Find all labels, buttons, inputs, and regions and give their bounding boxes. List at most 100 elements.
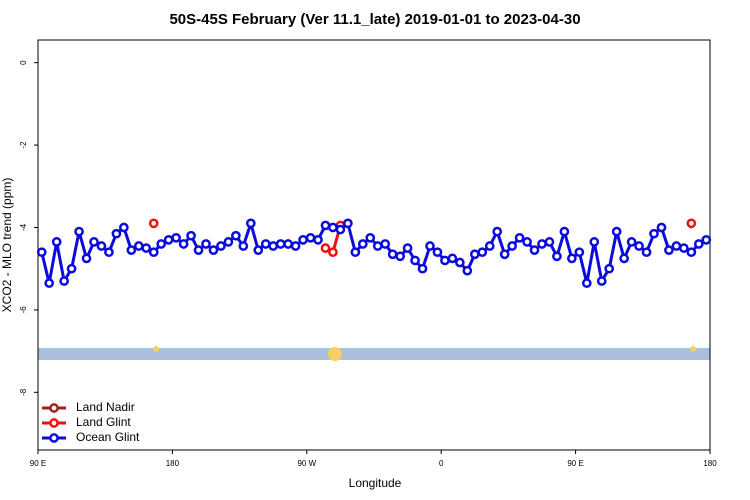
band-marker xyxy=(153,346,159,352)
data-point xyxy=(335,224,346,235)
data-point xyxy=(395,251,405,262)
y-tick-label: -8 xyxy=(19,388,28,396)
data-point xyxy=(223,237,234,247)
data-point xyxy=(350,247,361,258)
data-point xyxy=(686,247,697,258)
data-point xyxy=(387,249,398,260)
data-point xyxy=(693,239,704,249)
data-point xyxy=(537,239,547,249)
data-point xyxy=(469,249,480,260)
legend-marker xyxy=(49,403,59,413)
y-tick-label: -4 xyxy=(19,223,28,231)
data-point xyxy=(634,241,644,251)
coverage-band xyxy=(38,348,710,360)
data-point xyxy=(484,241,495,251)
data-point xyxy=(402,243,413,253)
data-point xyxy=(59,276,69,286)
data-point xyxy=(298,234,308,245)
data-point xyxy=(574,247,585,258)
data-point xyxy=(686,218,697,229)
data-point xyxy=(455,257,465,268)
data-point xyxy=(611,226,622,237)
data-point xyxy=(74,226,84,237)
data-point xyxy=(581,278,592,288)
data-point xyxy=(178,239,189,249)
x-tick-label: 180 xyxy=(703,459,717,468)
data-point xyxy=(320,243,331,253)
data-point xyxy=(552,251,562,262)
data-point xyxy=(499,249,510,260)
data-point xyxy=(119,222,129,233)
data-point xyxy=(253,245,264,256)
data-point xyxy=(589,237,600,247)
data-point xyxy=(231,230,241,241)
data-point xyxy=(141,243,152,253)
legend-label: Land Glint xyxy=(76,415,131,429)
data-point xyxy=(148,247,159,258)
data-point xyxy=(305,232,316,243)
data-point xyxy=(201,239,211,249)
legend-label: Ocean Glint xyxy=(76,430,140,444)
data-point xyxy=(664,245,674,256)
y-tick-label: 0 xyxy=(19,60,28,65)
data-point xyxy=(328,247,338,258)
data-point xyxy=(238,241,249,251)
data-point xyxy=(649,228,659,239)
data-point xyxy=(193,245,204,256)
data-point xyxy=(529,245,540,256)
data-point xyxy=(641,247,652,258)
data-point xyxy=(619,253,629,264)
band-marker xyxy=(690,346,696,352)
data-point xyxy=(425,241,435,251)
band-marker xyxy=(328,347,342,361)
data-point xyxy=(208,245,219,256)
legend-label: Land Nadir xyxy=(76,400,135,414)
data-point xyxy=(507,241,517,251)
data-point xyxy=(596,276,607,286)
y-axis-label: XCO2 - MLO trend (ppm) xyxy=(0,178,14,313)
data-point xyxy=(679,243,689,253)
legend-marker xyxy=(49,433,59,443)
data-point xyxy=(410,255,420,266)
data-point xyxy=(313,234,323,245)
data-point xyxy=(89,237,99,247)
data-point xyxy=(66,263,77,274)
data-point xyxy=(567,253,577,264)
data-point xyxy=(417,263,428,274)
data-point xyxy=(111,228,122,239)
data-point xyxy=(44,278,55,288)
data-point xyxy=(701,234,712,245)
data-point xyxy=(245,218,256,229)
data-point xyxy=(283,239,293,249)
data-point xyxy=(671,241,682,251)
data-point xyxy=(156,239,167,249)
data-point xyxy=(126,245,137,256)
data-point xyxy=(51,237,62,247)
y-tick-label: -2 xyxy=(19,141,28,149)
data-point xyxy=(380,239,391,249)
data-point xyxy=(522,237,532,247)
data-point xyxy=(36,247,47,258)
data-point xyxy=(216,241,226,251)
data-point xyxy=(656,222,667,233)
data-point xyxy=(477,247,488,258)
data-point xyxy=(440,255,450,266)
data-point xyxy=(96,241,107,251)
data-point xyxy=(343,218,353,229)
data-point xyxy=(81,253,92,264)
data-point xyxy=(514,232,525,243)
series-line xyxy=(40,218,707,286)
data-point xyxy=(432,247,443,258)
data-point xyxy=(171,232,181,243)
data-point xyxy=(163,234,174,245)
x-tick-label: 0 xyxy=(439,459,444,468)
x-tick-label: 90 E xyxy=(30,459,46,468)
data-point xyxy=(268,241,279,251)
data-point xyxy=(626,237,637,247)
data-point xyxy=(186,230,196,241)
x-tick-label: 180 xyxy=(166,459,180,468)
data-point xyxy=(275,239,286,249)
data-point xyxy=(604,263,615,274)
y-tick-label: -6 xyxy=(19,306,28,314)
